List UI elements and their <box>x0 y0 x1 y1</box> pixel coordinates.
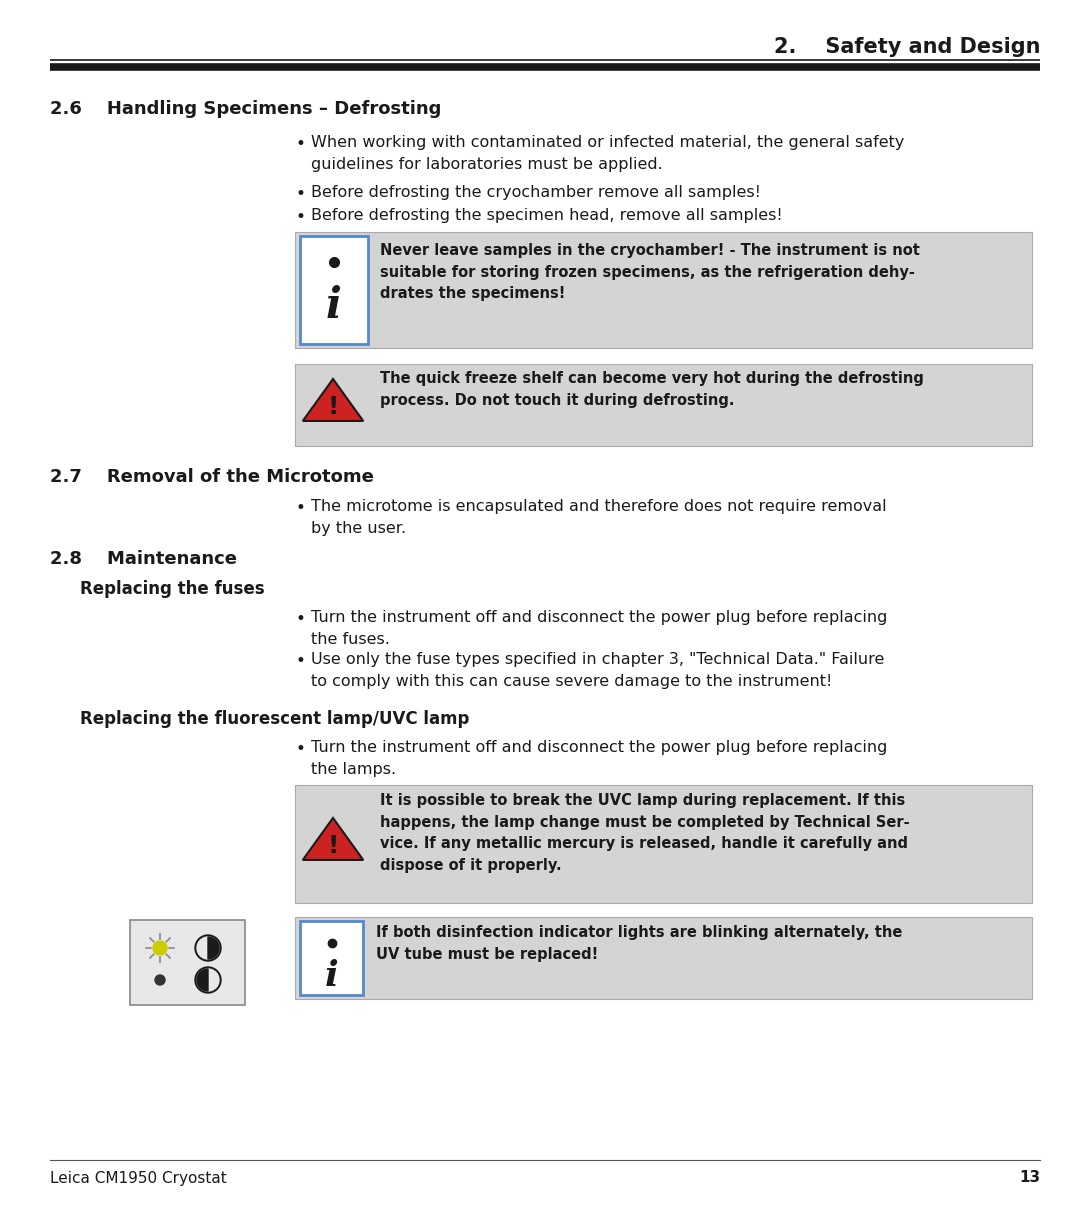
Text: 2.6    Handling Specimens – Defrosting: 2.6 Handling Specimens – Defrosting <box>50 100 442 118</box>
Polygon shape <box>302 818 363 860</box>
Polygon shape <box>302 379 363 421</box>
Text: If both disinfection indicator lights are blinking alternately, the
UV tube must: If both disinfection indicator lights ar… <box>376 926 903 962</box>
Text: Turn the instrument off and disconnect the power plug before replacing
the lamps: Turn the instrument off and disconnect t… <box>311 740 888 777</box>
Text: i: i <box>325 958 338 993</box>
FancyBboxPatch shape <box>130 919 245 1005</box>
Text: 2.8    Maintenance: 2.8 Maintenance <box>50 549 237 568</box>
Circle shape <box>195 935 221 961</box>
Text: •: • <box>295 740 305 758</box>
Circle shape <box>197 969 219 991</box>
Text: When working with contaminated or infected material, the general safety
guidelin: When working with contaminated or infect… <box>311 136 904 172</box>
Circle shape <box>153 941 167 955</box>
Circle shape <box>195 967 221 993</box>
FancyBboxPatch shape <box>295 232 1032 348</box>
Text: Turn the instrument off and disconnect the power plug before replacing
the fuses: Turn the instrument off and disconnect t… <box>311 610 888 647</box>
Circle shape <box>197 937 219 958</box>
Circle shape <box>156 976 165 985</box>
Text: •: • <box>295 208 305 226</box>
Text: •: • <box>295 186 305 203</box>
Text: Before defrosting the cryochamber remove all samples!: Before defrosting the cryochamber remove… <box>311 186 761 200</box>
Text: 2.    Safety and Design: 2. Safety and Design <box>773 37 1040 57</box>
Text: The quick freeze shelf can become very hot during the defrosting
process. Do not: The quick freeze shelf can become very h… <box>380 371 923 408</box>
Text: •: • <box>295 136 305 153</box>
Text: 13: 13 <box>1018 1171 1040 1186</box>
Text: Leica CM1950 Cryostat: Leica CM1950 Cryostat <box>50 1171 227 1186</box>
Text: i: i <box>326 284 342 327</box>
Text: The microtome is encapsulated and therefore does not require removal
by the user: The microtome is encapsulated and theref… <box>311 499 887 536</box>
Text: Replacing the fuses: Replacing the fuses <box>80 580 265 598</box>
Wedge shape <box>208 937 219 958</box>
FancyBboxPatch shape <box>300 921 363 995</box>
Text: Before defrosting the specimen head, remove all samples!: Before defrosting the specimen head, rem… <box>311 208 783 223</box>
Text: It is possible to break the UVC lamp during replacement. If this
happens, the la: It is possible to break the UVC lamp dur… <box>380 792 909 873</box>
Text: !: ! <box>327 834 339 857</box>
FancyBboxPatch shape <box>300 236 368 344</box>
Text: Use only the fuse types specified in chapter 3, "Technical Data." Failure
to com: Use only the fuse types specified in cha… <box>311 652 885 689</box>
Text: •: • <box>295 652 305 670</box>
Text: !: ! <box>327 394 339 419</box>
Text: Replacing the fluorescent lamp/UVC lamp: Replacing the fluorescent lamp/UVC lamp <box>80 709 470 728</box>
Text: Never leave samples in the cryochamber! - The instrument is not
suitable for sto: Never leave samples in the cryochamber! … <box>380 243 920 302</box>
FancyBboxPatch shape <box>295 364 1032 446</box>
Text: 2.7    Removal of the Microtome: 2.7 Removal of the Microtome <box>50 468 374 486</box>
Wedge shape <box>197 969 208 991</box>
FancyBboxPatch shape <box>295 917 1032 999</box>
FancyBboxPatch shape <box>295 785 1032 904</box>
Text: •: • <box>295 610 305 628</box>
Text: •: • <box>295 499 305 516</box>
